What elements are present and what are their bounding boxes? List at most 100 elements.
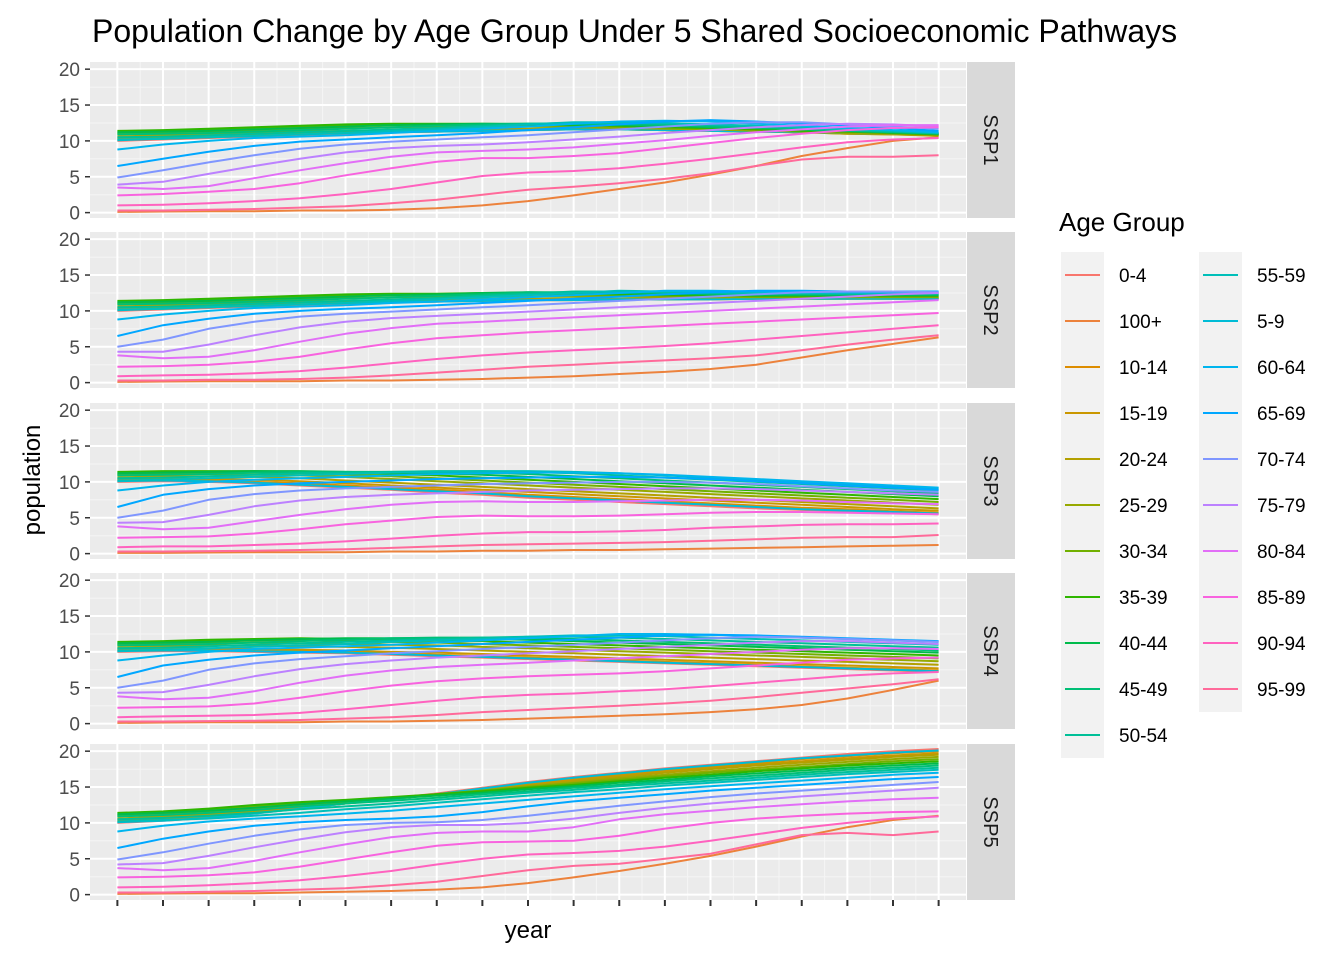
legend-label: 80-84 (1257, 542, 1306, 563)
series-line-ssp5-80-84 (117, 796, 939, 872)
legend-item: 40-44 (1061, 620, 1168, 666)
legend-item: 95-99 (1199, 666, 1306, 712)
y-tick-label: 5 (69, 850, 80, 871)
legend-label: 15-19 (1119, 404, 1168, 425)
y-tick-label: 0 (69, 204, 80, 225)
series-line-ssp1-65-69 (117, 119, 939, 167)
series-line-ssp1-75-79 (117, 122, 939, 186)
facet-strip-label: SSP2 (979, 284, 1001, 335)
legend-label: 50-54 (1119, 726, 1168, 747)
series-line-ssp3-60-64 (117, 471, 939, 492)
series-line-ssp5-95-99 (117, 830, 939, 894)
legend-label: 85-89 (1257, 588, 1306, 609)
series-line-ssp1-80-84 (117, 124, 939, 190)
series-line-ssp1-55-59 (117, 121, 939, 141)
legend-item: 60-64 (1199, 344, 1306, 390)
facet-panel-ssp4: 0 5 10 15 20 SSP4 (59, 571, 1015, 736)
series-line-ssp5-85-89 (117, 810, 939, 879)
legend-label: 30-34 (1119, 542, 1168, 563)
series-line-ssp3-90-94 (117, 522, 939, 549)
y-tick-label: 20 (59, 571, 80, 592)
y-tick-label: 5 (69, 509, 80, 530)
series-line-ssp5-70-74 (117, 781, 939, 861)
y-tick-label: 10 (59, 132, 80, 153)
x-axis (116, 900, 940, 906)
series-line-ssp1-100plus (117, 136, 939, 213)
series-line-ssp3-95-99 (117, 534, 939, 553)
y-tick-label: 15 (59, 778, 80, 799)
y-tick-label: 5 (69, 679, 80, 700)
facet-strip (967, 573, 1015, 729)
series-line-ssp2-70-74 (117, 290, 939, 348)
series-line-ssp2-85-89 (117, 312, 939, 368)
series-line-ssp3-65-69 (117, 475, 939, 508)
series-line-ssp5-50-54 (117, 766, 939, 821)
y-tick-label: 10 (59, 302, 80, 323)
x-axis-title: year (505, 917, 552, 944)
series-line-ssp3-80-84 (117, 498, 939, 531)
series-line-ssp5-40-44 (117, 762, 939, 816)
series-line-ssp3-70-74 (117, 480, 939, 519)
y-tick-label: 15 (59, 96, 80, 117)
y-tick-label: 0 (69, 374, 80, 395)
legend: Age Group 0-4 100+ 10-14 15-19 20-24 25-29 30-3… (1059, 207, 1306, 758)
facet-strip (967, 403, 1015, 559)
legend-item: 65-69 (1199, 390, 1306, 436)
legend-label: 95-99 (1257, 680, 1306, 701)
y-tick-label: 20 (59, 742, 80, 763)
series-line-ssp4-40-44 (117, 637, 939, 654)
series-line-ssp3-75-79 (117, 487, 939, 524)
y-tick-label: 0 (69, 886, 80, 907)
legend-label: 100+ (1119, 312, 1162, 333)
facet-panel-ssp1: 0 5 10 15 20 SSP1 (59, 60, 1015, 225)
series-line-ssp1-85-89 (117, 126, 939, 197)
y-tick-label: 15 (59, 266, 80, 287)
series-line-ssp4-70-74 (117, 635, 939, 689)
legend-label: 60-64 (1257, 358, 1306, 379)
legend-label: 25-29 (1119, 496, 1168, 517)
y-tick-label: 10 (59, 814, 80, 835)
y-tick-label: 0 (69, 545, 80, 566)
legend-label: 5-9 (1257, 312, 1284, 333)
series-line-ssp5-55-59 (117, 768, 939, 823)
legend-item: 100+ (1061, 298, 1162, 344)
series-line-ssp2-65-69 (117, 289, 939, 337)
facet-strip (967, 232, 1015, 388)
legend-item: 0-4 (1061, 252, 1147, 298)
facet-panel-ssp2: 0 5 10 15 20 SSP2 (59, 230, 1015, 395)
y-tick-label: 20 (59, 401, 80, 422)
y-tick-label: 20 (59, 60, 80, 81)
facet-panel-ssp3: 0 5 10 15 20 SSP3 (59, 401, 1015, 566)
series-line-ssp4-80-84 (117, 647, 939, 701)
facet-strip (967, 62, 1015, 218)
facet-strip-label: SSP5 (979, 796, 1001, 847)
chart-title: Population Change by Age Group Under 5 S… (92, 13, 1177, 49)
series-line-ssp4-5-9 (117, 649, 939, 673)
legend-label: 20-24 (1119, 450, 1168, 471)
legend-item: 80-84 (1199, 528, 1306, 574)
legend-label: 45-49 (1119, 680, 1168, 701)
legend-item: 35-39 (1061, 574, 1168, 620)
legend-label: 35-39 (1119, 588, 1168, 609)
series-line-ssp5-35-39 (117, 760, 939, 814)
legend-item: 20-24 (1061, 436, 1168, 482)
series-line-ssp5-45-49 (117, 764, 939, 818)
facet-strip-label: SSP4 (979, 625, 1001, 676)
series-line-ssp2-75-79 (117, 292, 939, 353)
legend-item: 25-29 (1061, 482, 1168, 528)
y-tick-label: 15 (59, 437, 80, 458)
legend-label: 40-44 (1119, 634, 1168, 655)
facet-panels: 0 5 10 15 20 SSP1 0 5 10 15 20 SSP2 0 5 10 15 20 SSP3 0 5 10… (59, 60, 1015, 907)
series-line-ssp5-65-69 (117, 776, 939, 849)
series-line-ssp2-100plus (117, 336, 939, 383)
series-line-ssp1-95-99 (117, 154, 939, 212)
y-tick-label: 20 (59, 230, 80, 251)
series-line-ssp4-85-89 (117, 656, 939, 709)
y-tick-label: 0 (69, 715, 80, 736)
legend-label: 70-74 (1257, 450, 1306, 471)
series-line-ssp3-85-89 (117, 511, 939, 539)
series-line-ssp4-95-99 (117, 678, 939, 723)
legend-title: Age Group (1059, 207, 1185, 237)
y-tick-label: 5 (69, 168, 80, 189)
